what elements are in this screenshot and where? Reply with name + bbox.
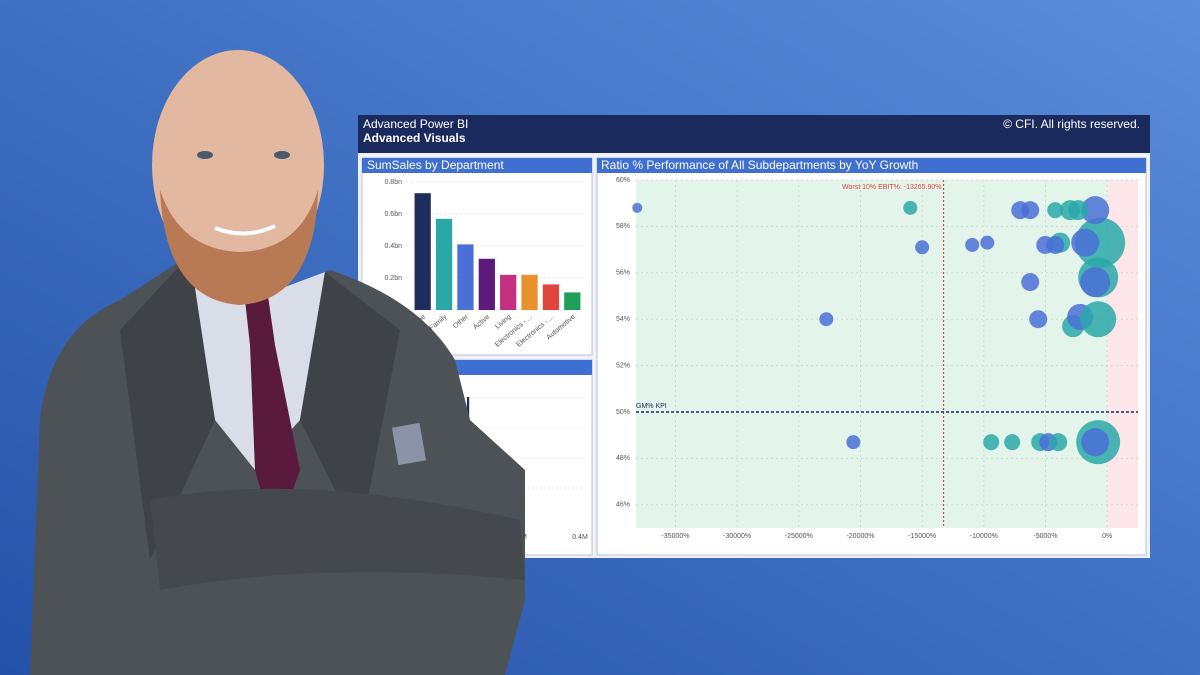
x-tick-label: -20000% [846, 533, 874, 540]
bubble [846, 435, 861, 450]
y-tick-label: 48% [616, 455, 630, 462]
bar [542, 284, 560, 310]
bar [521, 274, 538, 310]
bubble [1071, 228, 1100, 257]
x-tick-label: -10000% [970, 533, 998, 540]
beard [160, 190, 318, 305]
tie [245, 296, 300, 540]
lapel [120, 255, 400, 560]
panel-title-bar [597, 158, 1146, 173]
bubble [965, 237, 980, 252]
x-tick-label: -30000% [723, 533, 751, 540]
bar [414, 193, 431, 310]
y-tick-label: 0.4bn [384, 243, 402, 250]
bubble [1080, 301, 1117, 338]
head [152, 50, 324, 280]
crossed-arms [150, 488, 525, 590]
bubble [819, 312, 834, 327]
bubble [1021, 201, 1040, 220]
bubble [1081, 196, 1110, 225]
bubble [1049, 433, 1068, 452]
x-tick-label: -25000% [785, 533, 813, 540]
x-tick-label: -5000% [1033, 533, 1057, 540]
header-title: Advanced Power BI [363, 117, 468, 131]
panel-title: Ratio % Performance of All Subdepartment… [601, 158, 918, 172]
bubble [915, 240, 930, 255]
bubble [1029, 310, 1048, 329]
y-tick-label: 0.2bn [384, 275, 402, 282]
y-tick-label: 0.8bn [384, 179, 402, 186]
x-tick-label: -35000% [661, 533, 689, 540]
y-tick-label: 46% [616, 502, 630, 509]
y-tick-label: 50% [616, 409, 630, 416]
y-tick-label: 58% [616, 223, 630, 230]
bar [457, 244, 474, 310]
bar [564, 292, 581, 310]
bubble [1004, 434, 1021, 451]
y-tick-label: 0.6bn [384, 211, 402, 218]
dashboard: Advanced Power BI Advanced Visuals © CFI… [358, 115, 1150, 558]
bubble [1021, 273, 1040, 292]
bubble [903, 200, 918, 215]
y-tick-label: 52% [616, 362, 630, 369]
shaded-band [636, 180, 1108, 528]
bubble [1068, 200, 1089, 221]
header-bar [358, 115, 1150, 153]
eye [197, 151, 213, 159]
bubble [983, 434, 1000, 451]
header-subtitle: Advanced Visuals [363, 131, 466, 145]
bubble [1047, 202, 1064, 219]
reference-label: GM% KPI [636, 403, 667, 410]
y-tick-label: 60% [616, 177, 630, 184]
bar [435, 218, 453, 310]
bubble [632, 202, 643, 213]
bubble [980, 235, 995, 250]
y-tick-label: 56% [616, 270, 630, 277]
x-tick-label: 0.4M [572, 534, 588, 541]
bubble [1081, 428, 1110, 457]
pocket-square [391, 422, 427, 466]
reference-label: Worst 10% EBIT%: -13265.90% [842, 184, 941, 191]
presenter-photo [30, 50, 525, 675]
x-tick-label: 0% [1102, 533, 1112, 540]
bar [500, 274, 517, 310]
y-tick-label: 54% [616, 316, 630, 323]
panel-title: SumSales by Department [367, 158, 504, 172]
panel-title-bar [362, 158, 592, 173]
bubble [1046, 235, 1065, 254]
copyright: © CFI. All rights reserved. [1003, 117, 1140, 131]
smile [214, 224, 276, 236]
bubble [1080, 267, 1111, 298]
bar [478, 258, 495, 310]
x-tick-label: -15000% [908, 533, 936, 540]
eye [274, 151, 290, 159]
